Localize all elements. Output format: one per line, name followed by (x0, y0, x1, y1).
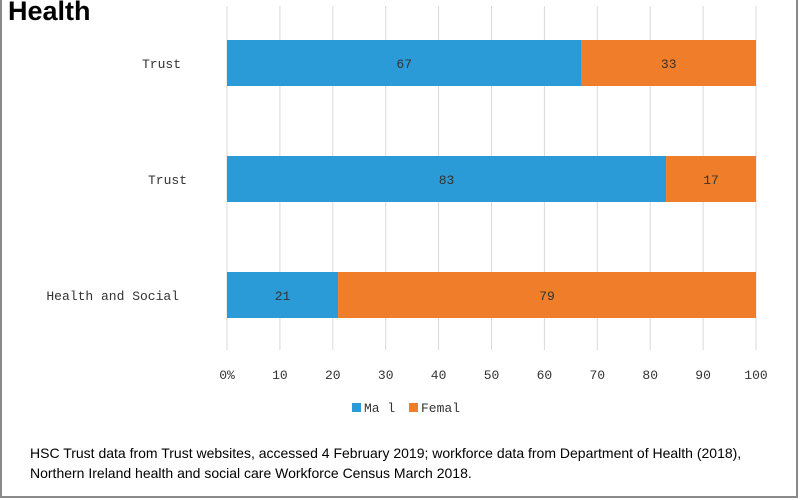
chart-title: Health (8, 0, 91, 26)
bar-segment-female (666, 156, 756, 202)
x-tick-label: 20 (325, 368, 341, 383)
x-tick-label: 70 (589, 368, 605, 383)
data-label: 67 (396, 57, 412, 72)
data-label: 33 (661, 57, 677, 72)
category-labels: Trust Trust Health and Social (46, 57, 187, 304)
category-label: Trust (142, 57, 181, 72)
bar-segment-female (581, 40, 756, 86)
data-label: 17 (703, 173, 719, 188)
legend-swatch (352, 403, 361, 412)
stacked-bar-chart: 67 33 83 17 21 79 Trust Trust Health and Social… (46, 6, 768, 416)
x-tick-label: 10 (272, 368, 288, 383)
legend-swatch (409, 403, 418, 412)
x-tick-label: 30 (378, 368, 394, 383)
x-tick-label: 60 (537, 368, 553, 383)
data-label: 79 (539, 289, 555, 304)
bar-segment-female (338, 272, 756, 318)
data-label: 83 (439, 173, 455, 188)
x-tick-label: 40 (431, 368, 447, 383)
bar-segment-male (227, 272, 339, 318)
bars: 67 33 83 17 21 79 (227, 40, 756, 318)
legend: Ma l Femal (352, 401, 460, 416)
legend-label: Femal (421, 401, 460, 416)
x-tick-label: 100 (744, 368, 767, 383)
x-tick-label: 90 (695, 368, 711, 383)
source-note: HSC Trust data from Trust websites, acce… (30, 445, 742, 481)
category-label: Trust (148, 173, 187, 188)
bar-segment-male (227, 40, 582, 86)
category-label: Health and Social (46, 289, 179, 304)
bar-segment-male (227, 156, 667, 202)
x-tick-label: 0% (219, 368, 235, 383)
x-tick-label: 50 (484, 368, 500, 383)
data-label: 21 (275, 289, 291, 304)
legend-label: Ma l (364, 401, 395, 416)
x-tick-labels: 0% 10 20 30 40 50 60 70 80 90 100 (219, 368, 768, 383)
x-tick-label: 80 (642, 368, 658, 383)
